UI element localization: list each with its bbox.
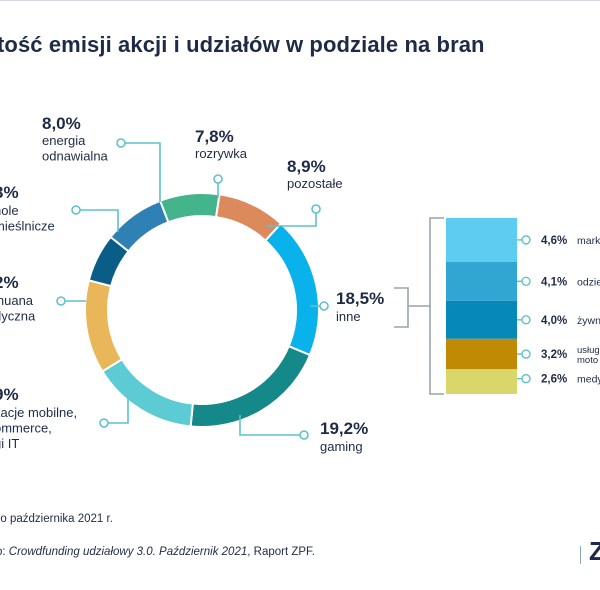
- source-prefix: o:: [0, 546, 6, 558]
- slice-category-label-2-0: inne: [336, 309, 361, 324]
- leader-dot-4: [99, 418, 109, 428]
- source-line: o: Crowdfunding udziałowy 3.0. Październ…: [0, 546, 315, 558]
- bar-leader-dot-4: [521, 373, 531, 384]
- bar-leader-dot-2: [521, 315, 531, 325]
- leader-line-7: [125, 142, 161, 202]
- bar-bracket: [429, 217, 444, 395]
- slice-pct-label-3: 19,2%: [320, 419, 368, 438]
- donut-slice-3: [189, 344, 312, 428]
- slice-pct-label-7: 8,0%: [42, 114, 81, 133]
- bar-category-label-4-0: medy: [577, 374, 600, 386]
- leader-line-4: [108, 398, 129, 424]
- top-rule: [0, 0, 600, 1]
- bar-leader-dot-1: [521, 276, 531, 286]
- chart-title: artość emisji akcji i udziałów w podzial…: [0, 32, 485, 57]
- donut-slice-4: [101, 357, 194, 428]
- bar-segment-4: [446, 369, 517, 394]
- slice-pct-label-2: 18,5%: [336, 289, 384, 308]
- bar-category-label-0-0: mark: [577, 235, 600, 247]
- bar-category-label-3-1: moto: [577, 355, 598, 366]
- leader-line-1: [266, 213, 317, 227]
- slice-category-label-7-1: odnawialna: [42, 149, 109, 164]
- source-suffix: , Raport ZPF.: [247, 546, 315, 558]
- slice-category-label-4-0: kacje mobilne,: [0, 405, 77, 420]
- slice-category-label-3-0: gaming: [320, 439, 363, 454]
- leader-line-3: [239, 415, 300, 436]
- donut-slice-7: [109, 199, 170, 253]
- leader-dot-7: [116, 138, 126, 148]
- slice-category-label-5-1: dyczna: [0, 309, 36, 324]
- bar-pct-label-1: 4,1%: [541, 276, 567, 288]
- slice-category-label-4-1: ommerce,: [0, 421, 52, 436]
- slice-category-label-4-2: gi IT: [0, 436, 19, 451]
- bar-pct-label-4: 2,6%: [541, 374, 567, 386]
- bar-segment-3: [446, 338, 517, 370]
- bar-segment-2: [446, 300, 517, 339]
- chart-note: do października 2021 r.: [0, 513, 113, 525]
- bar-pct-label-2: 4,0%: [541, 315, 567, 327]
- bar-segment-1: [446, 261, 517, 301]
- slice-pct-label-6: 3%: [0, 183, 19, 202]
- slice-category-label-1-0: pozostałe: [287, 176, 343, 191]
- donut-slice-2: [263, 222, 320, 357]
- bar-leader-dot-0: [521, 235, 531, 245]
- bar-category-label-1-0: odzie: [577, 276, 600, 288]
- slice-pct-label-0: 7,8%: [195, 127, 234, 146]
- slice-category-label-7-0: energia: [42, 133, 86, 148]
- logo-divider: [580, 546, 581, 564]
- bar-pct-label-0: 4,6%: [541, 235, 567, 247]
- slice-category-label-6-1: mieślnicze: [0, 219, 55, 234]
- slice-category-label-0-0: rozrywka: [195, 146, 248, 161]
- leader-dot-0: [213, 174, 223, 184]
- leader-dot-3: [299, 430, 309, 440]
- leader-dot-2: [319, 301, 329, 311]
- donut-slice-0: [158, 192, 221, 224]
- slice-pct-label-4: 9%: [0, 385, 19, 404]
- zpf-logo: Z: [589, 536, 600, 566]
- bar-category-label-3-0: usług: [577, 345, 600, 356]
- leader-line-6: [80, 209, 119, 232]
- bar-leader-dot-3: [521, 349, 531, 359]
- leader-dot-1: [311, 204, 321, 214]
- bar-pct-label-3: 3,2%: [541, 349, 567, 361]
- donut-slice-5: [84, 279, 124, 373]
- leader-dot-5: [56, 296, 66, 306]
- source-title: Crowdfunding udziałowy 3.0. Październik …: [8, 546, 248, 558]
- slice-category-label-6-0: hole: [0, 203, 19, 218]
- slice-pct-label-1: 8,9%: [287, 157, 326, 176]
- leader-dot-6: [71, 205, 81, 215]
- bar-segment-0: [446, 218, 517, 262]
- slice-pct-label-5: 2%: [0, 273, 19, 292]
- inne-bracket: [394, 287, 409, 328]
- slice-category-label-5-0: ihuana: [0, 293, 34, 308]
- bar-category-label-2-0: żywn: [577, 315, 600, 327]
